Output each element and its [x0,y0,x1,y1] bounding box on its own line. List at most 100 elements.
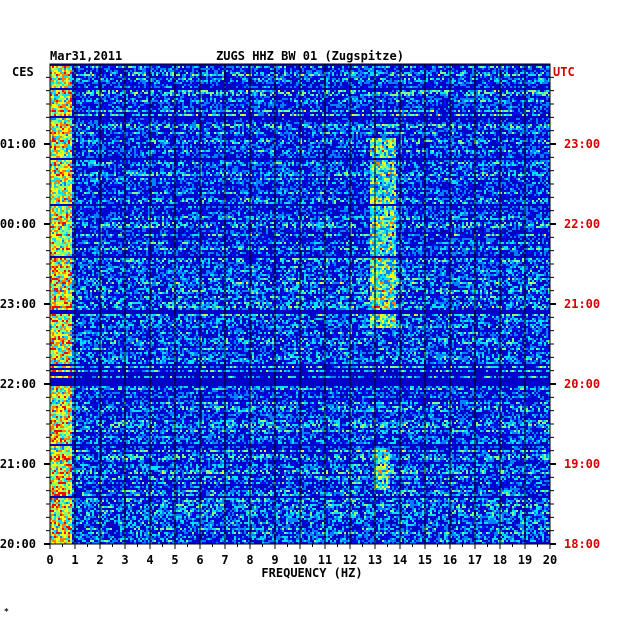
spectrogram-cell [534,106,536,108]
spectrogram-cell [426,74,428,76]
spectrogram-cell [460,134,462,136]
spectrogram-cell [192,110,194,112]
spectrogram-cell [498,110,500,112]
spectrogram-cell [248,124,250,126]
spectrogram-cell [504,114,506,116]
spectrogram-cell [476,78,478,80]
spectrogram-cell [314,126,316,128]
spectrogram-cell [526,76,528,78]
spectrogram-cell [510,104,512,106]
spectrogram-cell [54,96,56,98]
spectrogram-cell [390,130,392,132]
spectrogram-cell [128,66,130,68]
spectrogram-cell [276,100,278,102]
spectrogram-cell [216,110,218,112]
spectrogram-cell [184,126,186,128]
spectrogram-cell [334,82,336,84]
spectrogram-cell [462,80,464,82]
spectrogram-cell [388,138,390,140]
spectrogram-cell [418,110,420,112]
spectrogram-cell [94,110,96,112]
spectrogram-cell [458,136,460,138]
spectrogram-cell [366,76,368,78]
spectrogram-cell [240,102,242,104]
spectrogram-cell [506,76,508,78]
spectrogram-cell [444,96,446,98]
spectrogram-cell [316,94,318,96]
spectrogram-cell [300,82,302,84]
spectrogram-cell [486,124,488,126]
spectrogram-cell [64,110,66,112]
spectrogram-cell [96,86,98,88]
spectrogram-cell [452,110,454,112]
spectrogram-cell [132,106,134,108]
spectrogram-cell [270,106,272,108]
spectrogram-cell [192,122,194,124]
spectrogram-cell [198,92,200,94]
spectrogram-cell [502,132,504,134]
spectrogram-cell [354,74,356,76]
spectrogram-cell [450,98,452,100]
spectrogram-cell [432,132,434,134]
spectrogram-cell [330,122,332,124]
spectrogram-cell [510,122,512,124]
spectrogram-cell [466,138,468,140]
spectrogram-cell [492,100,494,102]
spectrogram-cell [432,92,434,94]
spectrogram-cell [178,66,180,68]
spectrogram-cell [120,122,122,124]
spectrogram-cell [386,70,388,72]
spectrogram-cell [388,106,390,108]
spectrogram-cell [428,82,430,84]
spectrogram-cell [308,104,310,106]
spectrogram-cell [256,86,258,88]
spectrogram-cell [148,86,150,88]
spectrogram-cell [444,126,446,128]
spectrogram-cell [486,98,488,100]
spectrogram-cell [66,106,68,108]
spectrogram-cell [476,92,478,94]
spectrogram-cell [536,100,538,102]
spectrogram-cell [480,74,482,76]
spectrogram-cell [88,114,90,116]
spectrogram-cell [166,102,168,104]
spectrogram-cell [294,86,296,88]
spectrogram-cell [454,136,456,138]
spectrogram-cell [216,108,218,110]
spectrogram-cell [64,136,66,138]
spectrogram-cell [142,82,144,84]
spectrogram-cell [76,68,78,70]
spectrogram-cell [192,84,194,86]
spectrogram-cell [370,130,372,132]
spectrogram-cell [544,130,546,132]
spectrogram-cell [242,84,244,86]
spectrogram-cell [178,124,180,126]
spectrogram-cell [348,120,350,122]
spectrogram-cell [478,98,480,100]
spectrogram-cell [326,120,328,122]
spectrogram-cell [464,114,466,116]
spectrogram-cell [52,86,54,88]
spectrogram-cell [540,72,542,74]
spectrogram-cell [412,124,414,126]
spectrogram-cell [164,92,166,94]
left-timezone-label: CES [12,65,34,79]
spectrogram-cell [164,138,166,140]
spectrogram-cell [362,66,364,68]
spectrogram-cell [260,108,262,110]
spectrogram-cell [382,128,384,130]
spectrogram-cell [152,92,154,94]
spectrogram-cell [234,110,236,112]
spectrogram-cell [366,120,368,122]
spectrogram-cell [430,72,432,74]
spectrogram-cell [138,136,140,138]
spectrogram-cell [462,108,464,110]
spectrogram-cell [234,92,236,94]
spectrogram-cell [72,92,74,94]
spectrogram-cell [512,100,514,102]
spectrogram-cell [292,128,294,130]
spectrogram-cell [266,96,268,98]
spectrogram-cell [442,126,444,128]
spectrogram-cell [336,126,338,128]
spectrogram-cell [260,114,262,116]
